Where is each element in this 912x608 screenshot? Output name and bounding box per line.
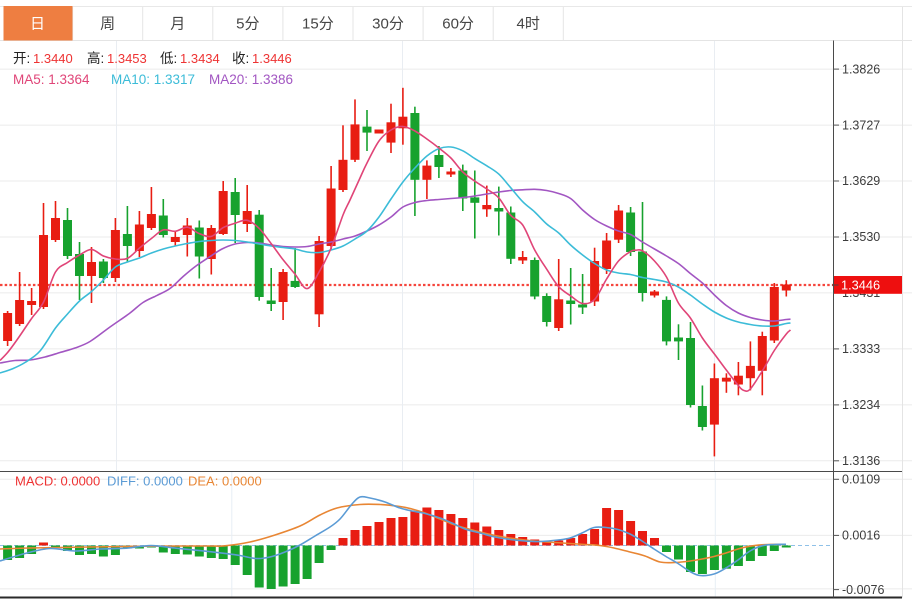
svg-text:MA5: 1.3364: MA5: 1.3364	[13, 72, 90, 87]
svg-text:1.3434: 1.3434	[180, 51, 220, 66]
svg-text:周: 周	[100, 16, 115, 33]
svg-text:1.3333: 1.3333	[842, 342, 880, 356]
svg-text:MA10: 1.3317: MA10: 1.3317	[111, 72, 195, 87]
svg-text:MA20: 1.3386: MA20: 1.3386	[209, 72, 293, 87]
svg-text:月: 月	[170, 16, 185, 33]
svg-text:1.3234: 1.3234	[842, 398, 880, 412]
svg-text:0.0016: 0.0016	[842, 529, 880, 543]
svg-text:1.3446: 1.3446	[841, 277, 880, 292]
svg-text:1.3136: 1.3136	[842, 454, 880, 468]
svg-text:5分: 5分	[236, 16, 259, 33]
svg-text:DIFF: 0.0000: DIFF: 0.0000	[107, 474, 183, 489]
svg-text:15分: 15分	[302, 16, 334, 33]
svg-text:1.3440: 1.3440	[33, 51, 73, 66]
svg-text:1.3727: 1.3727	[842, 118, 880, 132]
svg-text:-0.0076: -0.0076	[842, 583, 884, 597]
svg-text:30分: 30分	[372, 16, 404, 33]
svg-text:1.3629: 1.3629	[842, 174, 880, 188]
svg-text:1.3530: 1.3530	[842, 230, 880, 244]
svg-text:1.3453: 1.3453	[107, 51, 147, 66]
svg-text:MACD: 0.0000: MACD: 0.0000	[15, 474, 100, 489]
svg-text:低:: 低:	[160, 51, 177, 66]
svg-text:日: 日	[30, 16, 45, 33]
svg-text:60分: 60分	[442, 16, 474, 33]
svg-text:收:: 收:	[232, 51, 249, 66]
svg-text:高:: 高:	[87, 50, 104, 66]
svg-text:DEA: 0.0000: DEA: 0.0000	[188, 474, 262, 489]
svg-text:0.0109: 0.0109	[842, 473, 880, 487]
svg-text:1.3446: 1.3446	[252, 51, 292, 66]
svg-text:开:: 开:	[13, 51, 30, 66]
svg-text:1.3826: 1.3826	[842, 62, 880, 76]
svg-text:4时: 4时	[517, 16, 540, 33]
